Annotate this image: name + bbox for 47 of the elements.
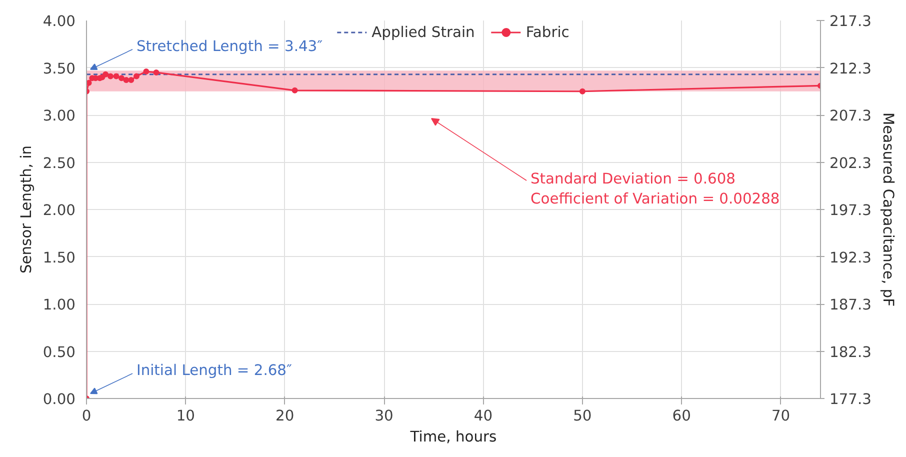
point <box>123 77 130 84</box>
y-tick-label: 3.50 <box>42 60 76 78</box>
point <box>143 68 150 75</box>
point <box>153 69 160 76</box>
x-tick-label: 40 <box>474 408 493 424</box>
x-tick-label: 30 <box>374 408 394 424</box>
y2-tick-label: 207.3 <box>830 108 872 124</box>
y-tick-label: 4.00 <box>42 13 76 30</box>
point <box>102 71 109 78</box>
point <box>128 77 134 84</box>
x-tick-label: 50 <box>573 408 592 424</box>
legend-label: Fabric <box>526 24 570 40</box>
x-tick-label: 0 <box>82 408 92 424</box>
y-tick-label: 0.00 <box>42 391 76 408</box>
x-axis-title: Time, hours <box>409 428 497 446</box>
annotation: Coefficient of Variation = 0.00288 <box>530 190 780 208</box>
x-tick-label: 60 <box>672 408 691 424</box>
x-tick-label: 70 <box>772 408 790 424</box>
annotation: Stretched Length = 3.43″ <box>136 38 324 55</box>
point <box>108 73 114 80</box>
x-tick-label: 10 <box>176 408 196 424</box>
point <box>579 88 586 94</box>
y-tick-label: 1.00 <box>42 296 76 314</box>
point <box>133 73 140 80</box>
x-tick-label: 20 <box>276 408 294 424</box>
annotation: Standard Deviation = 0.608 <box>530 170 736 188</box>
y-tick-label: 1.50 <box>42 249 76 266</box>
y-tick-label: 3.00 <box>42 108 76 124</box>
y2-tick-label: 197.3 <box>830 202 872 219</box>
y-axis-title: Sensor Length, in <box>18 145 35 274</box>
y2-tick-label: 212.3 <box>830 60 872 78</box>
y2-tick-label: 187.3 <box>830 296 872 314</box>
y2-tick-label: 177.3 <box>830 391 872 408</box>
y2-tick-label: 182.3 <box>830 344 872 361</box>
y2-tick-label: 217.3 <box>830 13 872 30</box>
point <box>118 75 125 82</box>
point <box>292 87 298 94</box>
y-tick-label: 2.00 <box>42 202 76 219</box>
annotation: Initial Length = 2.68″ <box>136 362 292 379</box>
y2-axis-title: Measured Capacitance, pF <box>879 112 896 307</box>
y2-tick-label: 192.3 <box>830 249 872 266</box>
y2-tick-label: 202.3 <box>830 154 872 172</box>
y-tick-label: 0.50 <box>42 344 76 361</box>
y-tick-label: 2.50 <box>42 154 76 172</box>
legend-label: Applied Strain <box>372 24 475 40</box>
point <box>86 80 92 86</box>
point <box>113 73 120 80</box>
